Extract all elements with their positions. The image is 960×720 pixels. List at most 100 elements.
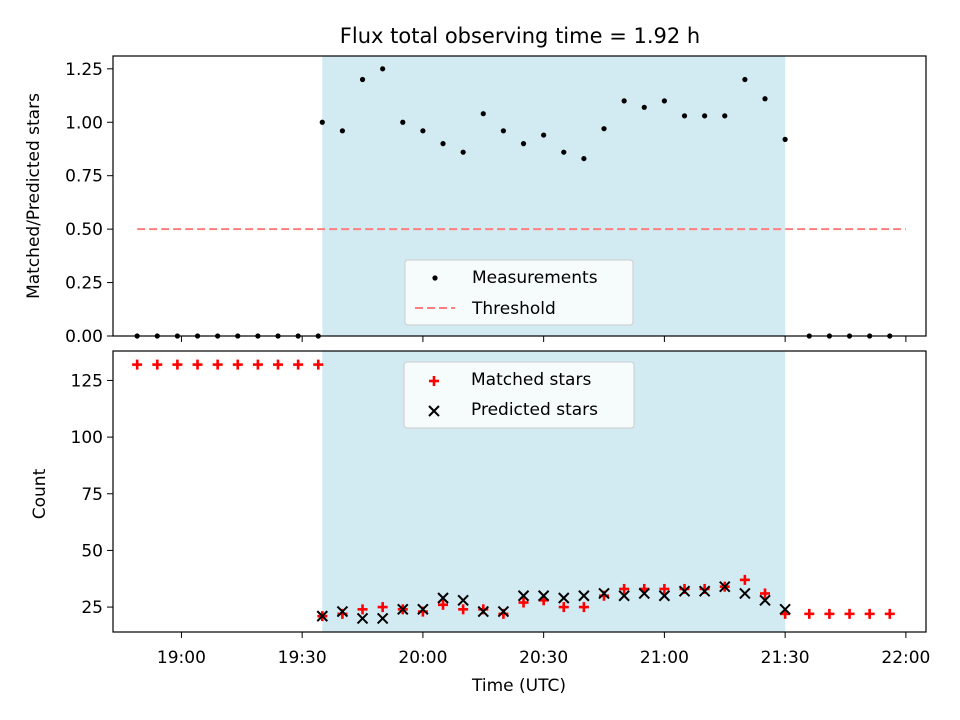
- predicted-star-stroke-b: [376, 612, 389, 625]
- measurement-point: [762, 96, 768, 102]
- predicted-star-stroke-b: [336, 605, 349, 618]
- matched-star-point: [377, 602, 388, 613]
- matched-star-point: [438, 599, 449, 610]
- x-axis-label: Time (UTC): [471, 676, 566, 696]
- predicted-star-stroke-b: [598, 587, 610, 600]
- predicted-star-point: [739, 587, 751, 600]
- predicted-star-point: [618, 590, 630, 602]
- top-y-ticks: 0.00 0.25 0.50 0.75 1.00 1.25: [65, 60, 113, 347]
- matched-star-point: [518, 597, 529, 608]
- measurement-point: [319, 119, 325, 125]
- top-y-tick-label: 0.75: [65, 167, 103, 187]
- predicted-star-stroke-b: [779, 603, 791, 616]
- legend-predicted-label: Predicted stars: [471, 400, 598, 420]
- measurement-point: [702, 113, 708, 119]
- predicted-star-stroke-b: [497, 605, 510, 618]
- bottom-axes-frame: [112, 350, 927, 633]
- measurement-point: [681, 113, 688, 119]
- predicted-star-stroke-b: [719, 580, 731, 593]
- matched-star-point: [824, 608, 835, 619]
- legend-measurements-marker: [432, 275, 438, 281]
- predicted-star-point: [417, 603, 429, 616]
- matched-star-point: [619, 583, 630, 594]
- predicted-star-stroke-b: [658, 590, 671, 602]
- predicted-star-points: [316, 580, 791, 625]
- predicted-star-point: [457, 594, 469, 606]
- measurement-point: [460, 149, 466, 155]
- bottom-x-tick-label: 22:00: [881, 648, 930, 668]
- predicted-star-point: [638, 587, 650, 600]
- predicted-star-point: [779, 603, 791, 616]
- top-legend-box: [404, 259, 634, 326]
- legend-matched-marker: [429, 376, 439, 386]
- legend-matched-label: Matched stars: [471, 370, 591, 390]
- measurement-point: [400, 119, 406, 125]
- matched-star-point: [152, 359, 163, 370]
- matched-star-point: [578, 602, 589, 613]
- bottom-y-tick-label: 25: [81, 598, 103, 618]
- predicted-star-stroke-b: [739, 587, 751, 600]
- predicted-star-point: [397, 603, 409, 616]
- predicted-star-stroke-b: [437, 592, 449, 604]
- bottom-panel: 25 50 75 100 125 19:00 19:30 20:00 20:30 21:00 21…: [30, 350, 930, 696]
- measurement-point: [601, 126, 607, 132]
- bottom-x-tick-label: 19:00: [157, 648, 206, 668]
- measurement-point: [641, 104, 647, 110]
- predicted-star-point: [719, 580, 731, 593]
- matched-star-point: [172, 359, 183, 370]
- measurement-point: [480, 111, 486, 117]
- predicted-star-point: [578, 590, 590, 602]
- predicted-star-stroke-b: [477, 605, 489, 618]
- top-axes-frame: [112, 55, 927, 337]
- matched-star-point: [293, 359, 304, 370]
- legend-measurements-label: Measurements: [472, 268, 598, 288]
- predicted-star-point: [517, 590, 530, 602]
- matched-star-point: [232, 359, 243, 370]
- predicted-star-point: [759, 594, 771, 606]
- bottom-legend: Matched stars Predicted stars: [403, 361, 635, 429]
- matched-star-point: [458, 604, 469, 615]
- predicted-star-point: [598, 587, 610, 600]
- bottom-y-ticks: 25 50 75 100 125: [71, 371, 113, 618]
- bottom-y-tick-label: 50: [81, 541, 103, 561]
- matched-star-point: [760, 588, 771, 599]
- measurement-point: [440, 141, 446, 147]
- bottom-x-tick-label: 20:00: [398, 648, 447, 668]
- matched-star-point: [739, 574, 750, 585]
- predicted-star-point: [658, 590, 671, 602]
- predicted-star-point: [336, 605, 349, 618]
- bottom-x-tick-label: 19:30: [278, 648, 327, 668]
- predicted-star-stroke-b: [578, 590, 590, 602]
- predicted-star-point: [698, 585, 711, 597]
- matched-star-point: [804, 608, 815, 619]
- predicted-star-stroke-b: [558, 592, 570, 604]
- top-y-tick-label: 1.25: [65, 60, 103, 80]
- predicted-star-stroke-b: [537, 590, 550, 602]
- measurement-point: [420, 128, 426, 134]
- measurement-point: [541, 132, 547, 138]
- predicted-star-stroke-b: [457, 594, 469, 606]
- top-y-axis-label: Matched/Predicted stars: [24, 93, 44, 299]
- bottom-y-axis-label: Count: [30, 468, 50, 519]
- top-y-tick-label: 0.25: [65, 274, 103, 294]
- predicted-star-stroke-b: [618, 590, 630, 602]
- matched-star-point: [844, 608, 855, 619]
- top-legend: Measurements Threshold: [404, 259, 634, 326]
- matched-star-point: [558, 602, 569, 613]
- measurement-point: [520, 141, 527, 147]
- matched-star-point: [132, 359, 143, 370]
- legend-predicted-marker: [428, 405, 440, 417]
- predicted-star-point: [477, 605, 489, 618]
- matched-star-point: [212, 359, 223, 370]
- top-y-tick-label: 0.00: [65, 327, 103, 347]
- matched-star-point: [273, 359, 284, 370]
- predicted-star-stroke-b: [517, 590, 530, 602]
- measurement-point: [782, 136, 788, 142]
- matched-star-point: [313, 359, 324, 370]
- bottom-x-tick-label: 20:30: [519, 648, 568, 668]
- predicted-star-stroke-b: [698, 585, 711, 597]
- measurement-point: [561, 149, 567, 155]
- predicted-star-point: [316, 610, 328, 622]
- bottom-x-tick-label: 21:00: [640, 648, 689, 668]
